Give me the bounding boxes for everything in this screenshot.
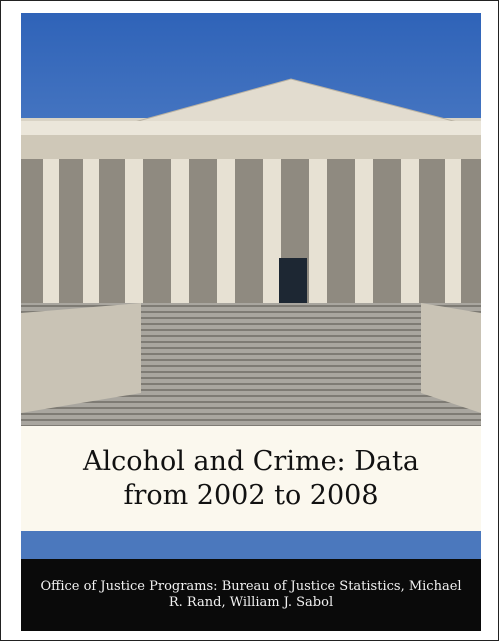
cover-photo <box>21 13 481 426</box>
book-cover: Alcohol and Crime: Data from 2002 to 200… <box>0 0 499 641</box>
title-area: Alcohol and Crime: Data from 2002 to 200… <box>21 426 481 531</box>
book-authors: Office of Justice Programs: Bureau of Ju… <box>36 579 466 611</box>
blue-band <box>21 531 481 559</box>
author-area: Office of Justice Programs: Bureau of Ju… <box>21 559 481 631</box>
book-title: Alcohol and Crime: Data from 2002 to 200… <box>51 445 451 513</box>
